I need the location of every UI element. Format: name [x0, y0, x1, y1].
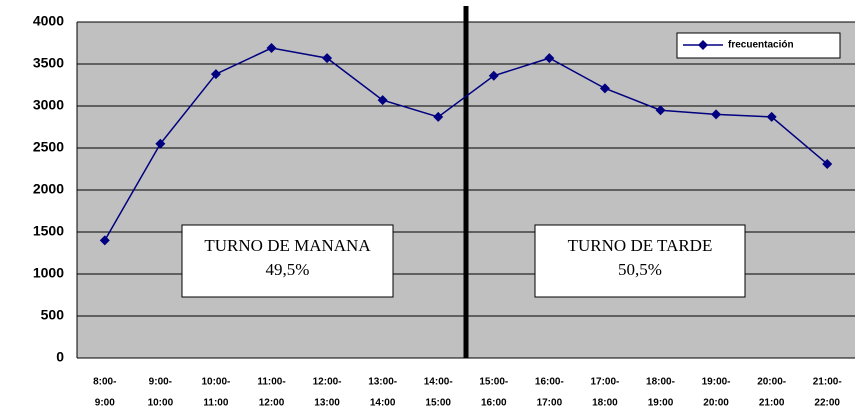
x-tick-label: 9:00 — [95, 398, 115, 409]
y-tick-label: 1000 — [33, 265, 64, 281]
data-line — [104, 47, 828, 241]
x-tick-label: 13:00 — [314, 398, 340, 409]
data-point — [488, 70, 499, 81]
x-tick-label: 19:00 — [648, 398, 674, 409]
x-tick-label: 8:00- — [93, 377, 116, 388]
x-tick-label: 15:00- — [479, 377, 508, 388]
y-tick-label: 2000 — [33, 181, 64, 197]
legend-label: frecuentación — [728, 40, 794, 51]
x-tick-label: 19:00- — [702, 377, 731, 388]
annotation-box — [181, 224, 394, 298]
x-tick-label: 21:00 — [759, 398, 785, 409]
y-tick-label: 3000 — [33, 97, 64, 113]
x-tick-label: 11:00 — [203, 398, 228, 409]
annotation-text: 49,5% — [266, 260, 310, 279]
x-tick-label: 18:00 — [592, 398, 618, 409]
x-tick-label: 17:00- — [590, 377, 619, 388]
x-tick-label: 11:00- — [257, 377, 285, 388]
data-point — [322, 53, 333, 64]
annotation-text: TURNO DE MANANA — [204, 236, 371, 255]
x-tick-label: 18:00- — [646, 377, 675, 388]
data-point — [599, 83, 610, 94]
x-tick-label: 22:00 — [814, 398, 840, 409]
x-tick-label: 15:00 — [425, 398, 451, 409]
data-point — [655, 105, 666, 116]
data-point — [433, 111, 444, 122]
x-tick-label: 17:00 — [537, 398, 563, 409]
legend-marker — [698, 40, 708, 50]
x-tick-label: 12:00 — [259, 398, 285, 409]
y-tick-label: 1500 — [33, 223, 64, 239]
x-tick-label: 10:00 — [148, 398, 174, 409]
x-tick-label: 12:00- — [313, 377, 342, 388]
x-tick-label: 13:00- — [368, 377, 397, 388]
y-tick-label: 0 — [56, 349, 64, 365]
x-tick-label: 16:00 — [481, 398, 507, 409]
data-point — [210, 69, 221, 80]
annotation-text: TURNO DE TARDE — [568, 236, 713, 255]
annotation-text: 50,5% — [618, 260, 662, 279]
data-point — [266, 43, 277, 54]
x-tick-label: 21:00- — [813, 377, 842, 388]
y-tick-label: 2500 — [33, 139, 64, 155]
x-tick-label: 14:00 — [370, 398, 396, 409]
y-tick-label: 4000 — [33, 13, 64, 29]
x-tick-label: 20:00 — [703, 398, 729, 409]
annotation-box — [534, 224, 746, 298]
x-tick-label: 10:00- — [201, 377, 230, 388]
y-tick-label: 3500 — [33, 55, 64, 71]
data-point — [155, 138, 166, 149]
x-tick-label: 16:00- — [535, 377, 564, 388]
data-point — [766, 111, 777, 122]
data-point — [99, 235, 110, 246]
x-tick-label: 14:00- — [424, 377, 453, 388]
data-point — [822, 158, 833, 169]
data-point — [711, 109, 722, 120]
data-point — [544, 53, 555, 64]
x-tick-label: 9:00- — [149, 377, 172, 388]
x-tick-label: 20:00- — [757, 377, 786, 388]
data-point — [377, 95, 388, 106]
y-tick-label: 500 — [41, 307, 65, 323]
